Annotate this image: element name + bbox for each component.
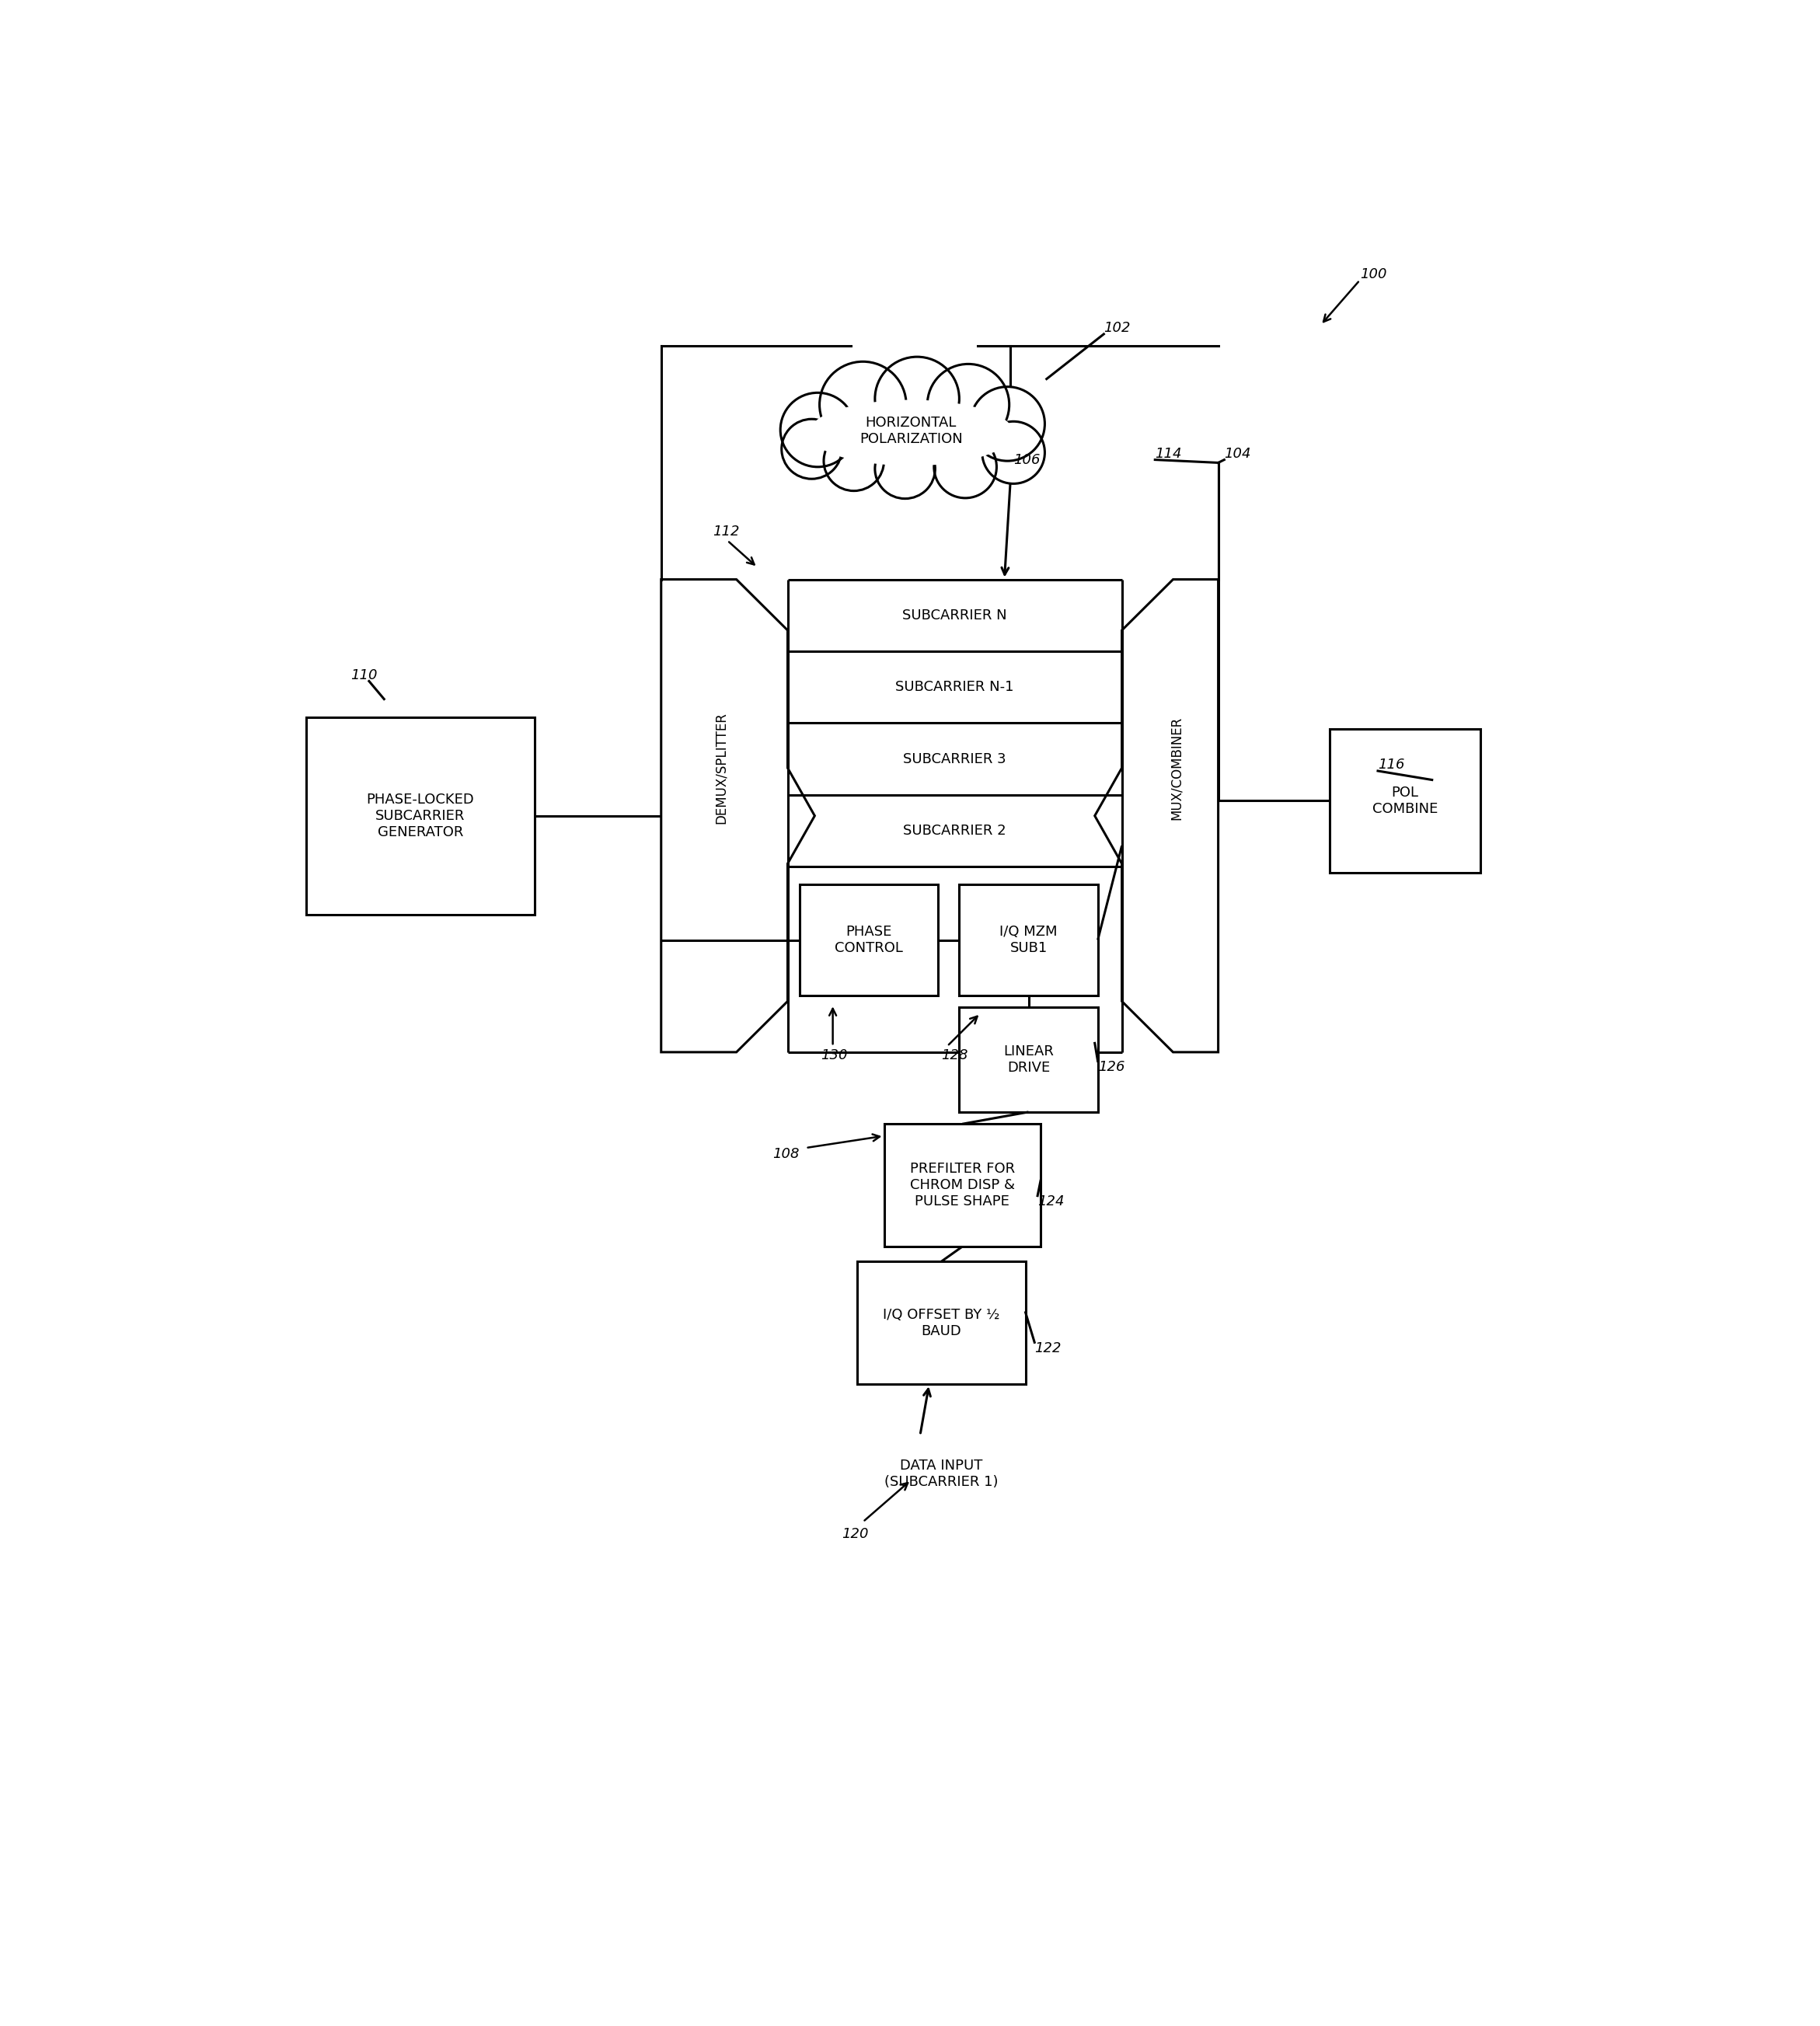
Text: 104: 104 [1225,448,1250,460]
Text: 108: 108 [772,1147,799,1161]
Text: HORIZONTAL
POLARIZATION: HORIZONTAL POLARIZATION [859,415,963,446]
Circle shape [875,440,935,498]
FancyBboxPatch shape [885,1124,1041,1246]
Circle shape [934,436,997,498]
Circle shape [928,365,1010,446]
Text: 100: 100 [1360,267,1387,282]
Circle shape [819,361,906,448]
Text: 128: 128 [941,1047,968,1062]
Text: DATA INPUT
(SUBCARRIER 1): DATA INPUT (SUBCARRIER 1) [885,1459,997,1489]
Text: MUX/COMBINER: MUX/COMBINER [1168,715,1183,821]
Text: PREFILTER FOR
CHROM DISP &
PULSE SHAPE: PREFILTER FOR CHROM DISP & PULSE SHAPE [910,1163,1016,1207]
Circle shape [781,419,843,478]
FancyBboxPatch shape [959,885,1097,995]
Text: 126: 126 [1097,1060,1125,1074]
Text: SUBCARRIER N-1: SUBCARRIER N-1 [895,681,1014,695]
Circle shape [983,421,1045,484]
Text: DEMUX/SPLITTER: DEMUX/SPLITTER [715,711,728,825]
Text: 106: 106 [1014,452,1041,466]
Text: PHASE
CONTROL: PHASE CONTROL [835,926,903,954]
FancyBboxPatch shape [857,1262,1025,1384]
Text: 130: 130 [821,1047,848,1062]
Text: 120: 120 [843,1528,868,1542]
Text: 110: 110 [351,669,379,683]
Polygon shape [661,579,815,1051]
Text: SUBCARRIER N: SUBCARRIER N [903,608,1006,622]
Text: 112: 112 [712,525,739,539]
Text: I/Q MZM
SUB1: I/Q MZM SUB1 [999,926,1057,954]
Text: 122: 122 [1034,1341,1061,1355]
Polygon shape [1096,579,1218,1051]
Text: 102: 102 [1103,320,1130,334]
Circle shape [781,393,855,466]
Text: I/Q OFFSET BY ½
BAUD: I/Q OFFSET BY ½ BAUD [883,1309,999,1337]
FancyBboxPatch shape [306,717,535,914]
Circle shape [875,357,959,440]
Text: 124: 124 [1037,1195,1065,1210]
Ellipse shape [808,399,1014,466]
Text: LINEAR
DRIVE: LINEAR DRIVE [1003,1045,1054,1074]
FancyBboxPatch shape [799,885,937,995]
FancyBboxPatch shape [1330,729,1480,873]
Text: POL
COMBINE: POL COMBINE [1372,786,1438,816]
FancyBboxPatch shape [959,1007,1097,1112]
Text: PHASE-LOCKED
SUBCARRIER
GENERATOR: PHASE-LOCKED SUBCARRIER GENERATOR [366,792,475,839]
Text: 116: 116 [1378,758,1405,772]
Circle shape [970,387,1045,462]
Text: 114: 114 [1156,448,1181,460]
Text: SUBCARRIER 3: SUBCARRIER 3 [903,752,1006,766]
Circle shape [824,432,885,490]
Text: SUBCARRIER 2: SUBCARRIER 2 [903,825,1006,837]
